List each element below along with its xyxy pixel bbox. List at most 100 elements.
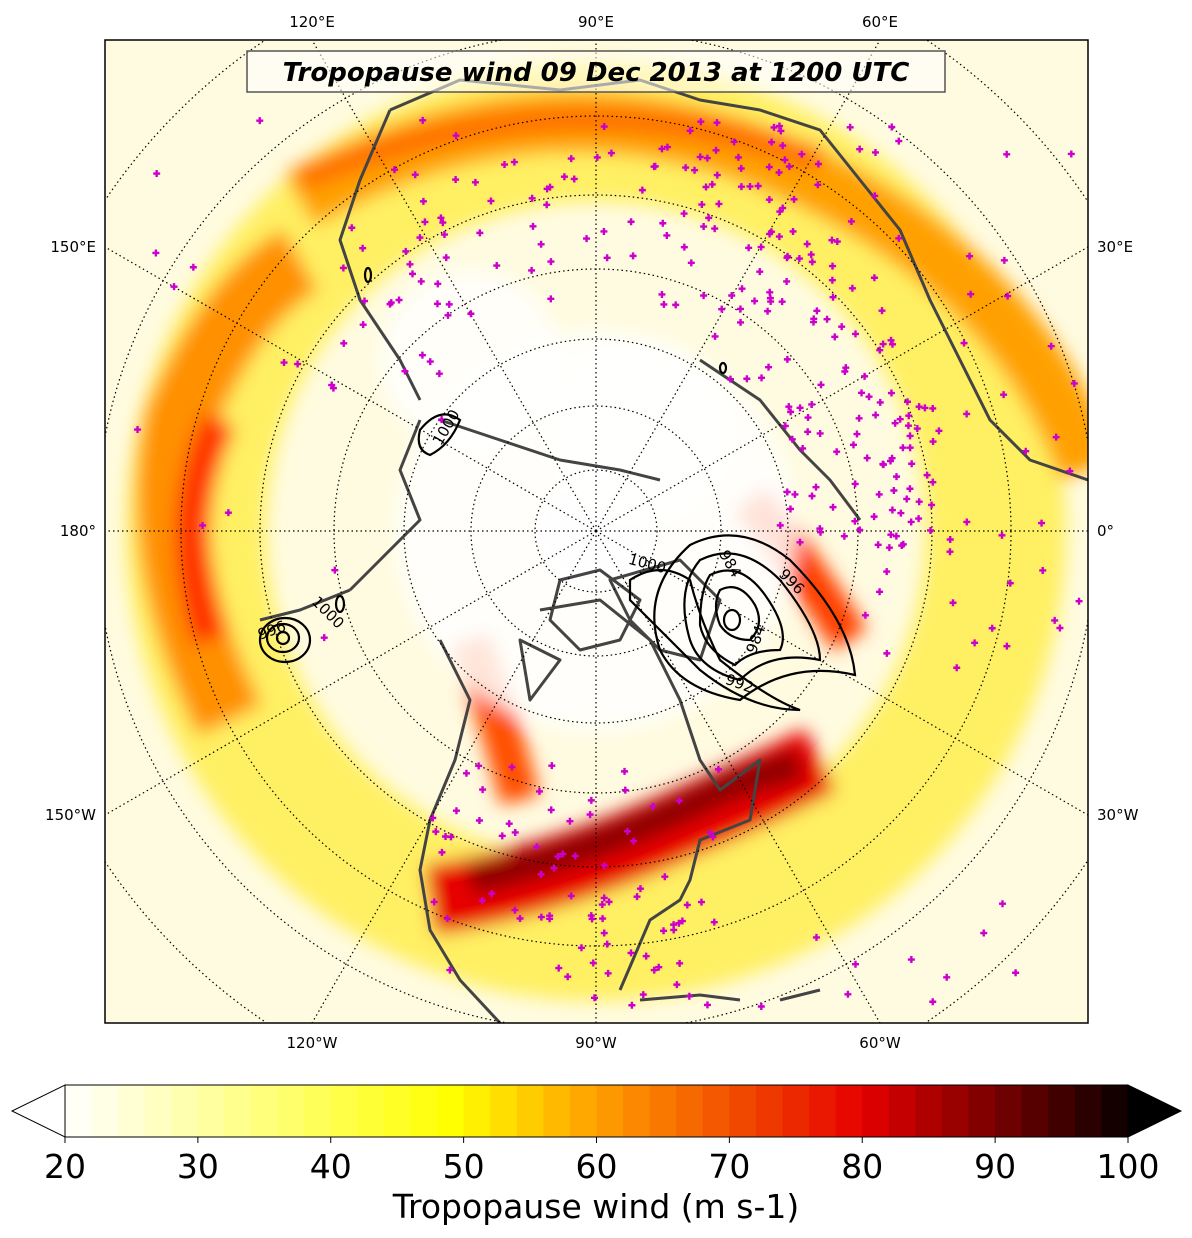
station-marker xyxy=(1039,566,1047,574)
station-marker xyxy=(829,293,837,301)
station-marker xyxy=(593,153,601,161)
station-marker xyxy=(785,163,793,171)
station-marker xyxy=(439,219,447,227)
station-marker xyxy=(833,238,841,246)
station-marker xyxy=(798,150,806,158)
station-marker xyxy=(878,307,886,315)
station-marker xyxy=(803,240,811,248)
colorbar-label: Tropopause wind (m s-1) xyxy=(392,1187,800,1226)
station-marker xyxy=(554,853,562,861)
station-marker xyxy=(605,898,613,906)
station-marker xyxy=(949,599,957,607)
station-marker xyxy=(776,521,784,529)
station-marker xyxy=(751,297,759,305)
station-marker xyxy=(280,359,288,367)
station-marker xyxy=(387,299,395,307)
station-marker xyxy=(816,429,824,437)
station-marker xyxy=(898,542,906,550)
station-marker xyxy=(853,430,861,438)
station-marker xyxy=(879,340,887,348)
station-marker xyxy=(851,480,859,488)
station-marker xyxy=(429,814,437,822)
station-marker xyxy=(915,515,923,523)
station-marker xyxy=(547,258,555,266)
station-marker xyxy=(714,765,722,773)
station-marker xyxy=(842,364,850,372)
colorbar-segment xyxy=(437,1085,465,1137)
colorbar-segment xyxy=(118,1085,146,1137)
lon-label-left: 150°W xyxy=(45,806,96,824)
station-marker xyxy=(872,411,880,419)
station-marker xyxy=(946,548,954,556)
station-marker xyxy=(907,518,915,526)
station-marker xyxy=(442,254,450,262)
station-marker xyxy=(779,204,787,212)
station-marker xyxy=(718,305,726,313)
station-marker xyxy=(419,197,427,205)
station-marker xyxy=(537,913,545,921)
station-marker xyxy=(963,410,971,418)
station-marker xyxy=(963,518,971,526)
station-marker xyxy=(546,912,554,920)
station-marker xyxy=(1051,616,1059,624)
station-marker xyxy=(899,444,907,452)
station-marker xyxy=(913,425,921,433)
colorbar-segment xyxy=(304,1085,332,1137)
station-marker xyxy=(639,991,647,999)
station-marker xyxy=(711,225,719,233)
station-marker xyxy=(808,258,816,266)
station-marker xyxy=(419,116,427,124)
station-marker xyxy=(686,127,694,135)
station-marker xyxy=(600,227,608,235)
station-marker xyxy=(533,843,541,851)
station-marker xyxy=(765,163,773,171)
station-marker xyxy=(943,973,951,981)
map-title: Tropopause wind 09 Dec 2013 at 1200 UTC xyxy=(283,58,910,88)
station-marker xyxy=(764,307,772,315)
station-marker xyxy=(871,192,879,200)
station-marker xyxy=(903,495,911,503)
colorbar-segment xyxy=(968,1085,996,1137)
station-marker xyxy=(224,509,232,517)
station-marker xyxy=(817,381,825,389)
station-marker xyxy=(476,229,484,237)
colorbar: 20 30 40 50 60 70 80 90 100 Tropopause wind (m s… xyxy=(10,1084,1183,1226)
colorbar-segment xyxy=(251,1085,279,1137)
station-marker xyxy=(590,994,598,1002)
lon-label-bottom: 120°W xyxy=(287,1034,338,1052)
colorbar-segment xyxy=(65,1085,93,1137)
station-marker xyxy=(777,127,785,135)
station-marker xyxy=(929,438,937,446)
lon-label-right: 30°E xyxy=(1097,238,1133,256)
colorbar-segment xyxy=(516,1085,544,1137)
colorbar-segment xyxy=(463,1085,491,1137)
station-marker xyxy=(895,137,903,145)
lon-label-top: 120°E xyxy=(289,13,335,31)
station-marker xyxy=(435,370,443,378)
station-marker xyxy=(757,1003,765,1011)
station-marker xyxy=(659,219,667,227)
station-marker xyxy=(1022,447,1030,455)
station-marker xyxy=(779,142,787,150)
station-marker xyxy=(786,505,794,513)
station-marker xyxy=(391,166,399,174)
station-marker xyxy=(660,927,668,935)
station-marker xyxy=(781,422,789,430)
station-marker xyxy=(712,146,720,154)
station-marker xyxy=(703,154,711,162)
station-marker xyxy=(923,471,931,479)
station-marker xyxy=(737,183,745,191)
station-marker xyxy=(680,210,688,218)
station-marker xyxy=(629,252,637,260)
station-marker xyxy=(1075,597,1083,605)
station-marker xyxy=(661,873,669,881)
station-marker xyxy=(426,358,434,366)
station-marker xyxy=(703,1001,711,1009)
colorbar-segment xyxy=(676,1085,704,1137)
station-marker xyxy=(915,498,923,506)
station-marker xyxy=(339,264,347,272)
station-marker xyxy=(812,933,820,941)
station-marker xyxy=(851,330,859,338)
colorbar-segments xyxy=(65,1085,1129,1137)
